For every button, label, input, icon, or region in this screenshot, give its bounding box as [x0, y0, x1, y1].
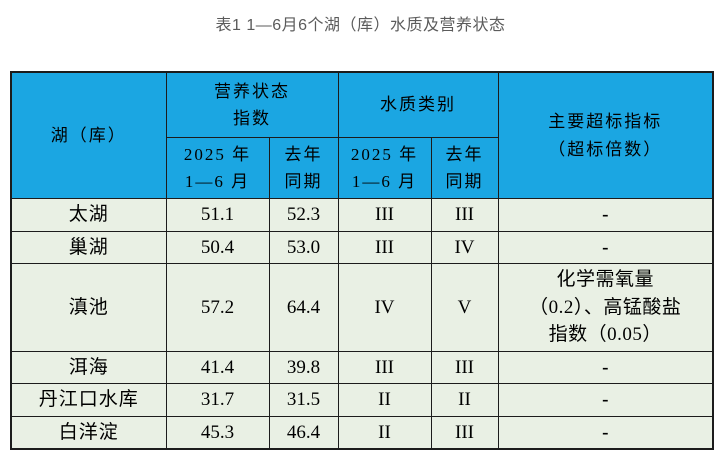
table-row-dianchi: 滇池 57.2 64.4 IV V 化学需氧量 （0.2）、高锰酸盐 指数（0.… [10, 263, 714, 352]
table-body: 太湖 51.1 52.3 III III - 巢湖 50.4 53.0 III … [10, 198, 714, 450]
table-row-baiyangdian: 白洋淀 45.3 46.4 II III - [10, 415, 714, 450]
tli-current-cell: 50.4 [165, 230, 270, 265]
header-nutrition-current: 2025 年 1—6 月 [165, 137, 270, 199]
tli-prev-cell: 64.4 [268, 263, 339, 352]
table-row-taihu: 太湖 51.1 52.3 III III - [10, 198, 714, 232]
exceed-cell: - [497, 198, 714, 232]
wq-current-cell: III [337, 230, 432, 265]
header-quality-current: 2025 年 1—6 月 [337, 137, 432, 199]
header-row-groups: 湖（库） 营养状态 指数 水质类别 主要超标指标 （超标倍数） [10, 71, 714, 199]
wq-current-cell: II [337, 383, 432, 417]
wq-prev-cell: III [430, 198, 499, 232]
lake-name-cell: 白洋淀 [10, 415, 167, 450]
table-header: 湖（库） 营养状态 指数 水质类别 主要超标指标 （超标倍数） 2025 年 1… [10, 71, 714, 199]
tli-prev-cell: 31.5 [268, 383, 339, 417]
tli-current-cell: 41.4 [165, 350, 270, 385]
wq-current-cell: III [337, 198, 432, 232]
header-exceed: 主要超标指标 （超标倍数） [497, 71, 714, 199]
lake-name-cell: 滇池 [10, 263, 167, 352]
header-nutrition-prev: 去年 同期 [268, 137, 339, 199]
lake-name-cell: 丹江口水库 [10, 383, 167, 417]
exceed-cell: - [497, 383, 714, 417]
lake-name-cell: 洱海 [10, 350, 167, 385]
header-lake: 湖（库） [10, 71, 167, 199]
wq-prev-cell: III [430, 415, 499, 450]
lake-name-cell: 太湖 [10, 198, 167, 232]
tli-prev-cell: 39.8 [268, 350, 339, 385]
tli-prev-cell: 53.0 [268, 230, 339, 265]
tli-current-cell: 45.3 [165, 415, 270, 450]
table-row-erhai: 洱海 41.4 39.8 III III - [10, 350, 714, 385]
wq-current-cell: III [337, 350, 432, 385]
wq-current-cell: IV [337, 263, 432, 352]
tli-prev-cell: 46.4 [268, 415, 339, 450]
header-quality-prev: 去年 同期 [430, 137, 499, 199]
tli-current-cell: 57.2 [165, 263, 270, 352]
wq-prev-cell: II [430, 383, 499, 417]
exceed-cell: - [497, 415, 714, 450]
exceed-cell: - [497, 350, 714, 385]
header-nutrition-group: 营养状态 指数 [165, 71, 339, 138]
exceed-cell: 化学需氧量 （0.2）、高锰酸盐 指数（0.05） [497, 263, 714, 352]
header-row-periods: 2025 年 1—6 月 去年 同期 2025 年 1—6 月 去年 同期 [11, 137, 713, 199]
tli-current-cell: 51.1 [165, 198, 270, 232]
lake-name-cell: 巢湖 [10, 230, 167, 265]
table-row-chaohu: 巢湖 50.4 53.0 III IV - [10, 230, 714, 265]
water-quality-table: 湖（库） 营养状态 指数 水质类别 主要超标指标 （超标倍数） 2025 年 1… [10, 71, 714, 450]
header-quality-group: 水质类别 [337, 71, 499, 138]
wq-prev-cell: IV [430, 230, 499, 265]
wq-prev-cell: III [430, 350, 499, 385]
tli-current-cell: 31.7 [165, 383, 270, 417]
exceed-cell: - [497, 230, 714, 265]
wq-current-cell: II [337, 415, 432, 450]
tli-prev-cell: 52.3 [268, 198, 339, 232]
wq-prev-cell: V [430, 263, 499, 352]
table-title: 表1 1—6月6个湖（库）水质及营养状态 [215, 17, 506, 34]
table-row-danjiangkou: 丹江口水库 31.7 31.5 II II - [10, 383, 714, 417]
